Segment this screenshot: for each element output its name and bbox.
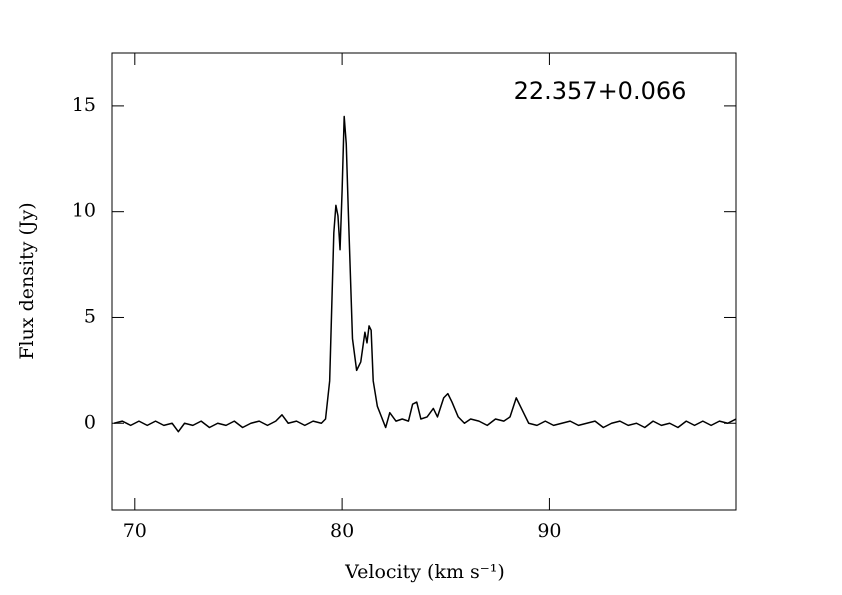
y-tick-label: 0: [84, 411, 96, 433]
x-tick-label: 90: [537, 520, 561, 542]
x-tick-label: 80: [330, 520, 354, 542]
annotation: 22.357+0.066: [514, 77, 687, 105]
x-axis-label: Velocity (km s⁻¹): [344, 561, 505, 583]
spectrum-line: [113, 115, 737, 433]
y-axis-label: Flux density (Jy): [16, 202, 38, 359]
plot-frame: [111, 52, 737, 511]
x-tick-label: 70: [123, 520, 147, 542]
y-tick-label: 10: [72, 200, 96, 222]
y-tick-label: 5: [84, 305, 96, 327]
y-tick-label: 15: [72, 94, 96, 116]
